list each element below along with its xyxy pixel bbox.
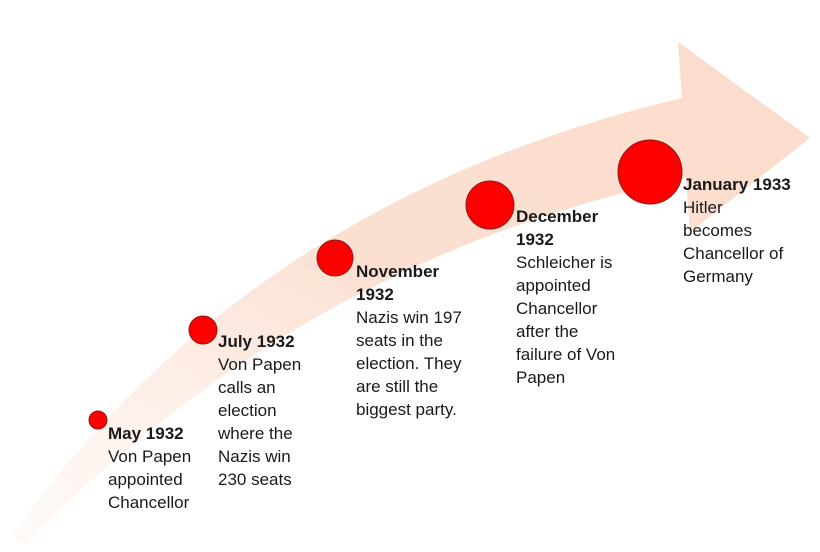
event-description-line: are still the xyxy=(356,377,439,396)
event-date: January 1933 xyxy=(683,175,791,194)
event-description-line: Chancellor of xyxy=(683,244,784,263)
event-description-line: 230 seats xyxy=(218,470,292,489)
event-description-line: Germany xyxy=(683,267,753,286)
event-description-line: failure of Von xyxy=(516,345,616,364)
event-description-line: Chancellor xyxy=(108,493,190,512)
event-marker xyxy=(465,180,515,230)
event-description-line: calls an xyxy=(218,378,276,397)
event-marker xyxy=(316,239,354,277)
event-description-line: biggest party. xyxy=(356,400,457,419)
event-description-line: Nazis win xyxy=(218,447,291,466)
event-description-line: election. They xyxy=(356,354,462,373)
event-description-line: where the xyxy=(218,424,293,443)
event-description-line: appointed xyxy=(516,276,591,295)
event-description-line: seats in the xyxy=(356,331,443,350)
event-description-line: Papen xyxy=(516,368,566,387)
event: January 1933 Hitler becomes Chancellor of Ge… xyxy=(683,173,791,288)
event-marker xyxy=(188,315,218,345)
event-marker xyxy=(617,139,683,205)
event-description-line: Schleicher is xyxy=(516,253,613,272)
event-description-line: Von Papen xyxy=(218,355,302,374)
event: July 1932 Von Papen calls an election where … xyxy=(218,330,301,491)
event-description-line: after the xyxy=(516,322,579,341)
event-description-line: Nazis win 197 xyxy=(356,308,462,327)
event-description-line: Hitler xyxy=(683,198,723,217)
event-date: July 1932 xyxy=(218,332,295,351)
event-date: May 1932 xyxy=(108,424,184,443)
event-description-line: appointed xyxy=(108,470,183,489)
event-date: November 1932 xyxy=(356,262,440,304)
event-date: December 1932 xyxy=(516,207,599,249)
event: May 1932 Von Papen appointed Chancellor xyxy=(108,422,191,514)
event-description-line: Chancellor xyxy=(516,299,598,318)
event-description-line: becomes xyxy=(683,221,752,240)
event: December 1932 Schleicher is appointed Chanc… xyxy=(516,205,616,389)
event: November 1932 Nazis win 197 seats in the el… xyxy=(356,260,462,421)
event-description-line: Von Papen xyxy=(108,447,192,466)
event-marker xyxy=(88,410,108,430)
timeline-arrow xyxy=(12,42,810,545)
event-description-line: election xyxy=(218,401,277,420)
